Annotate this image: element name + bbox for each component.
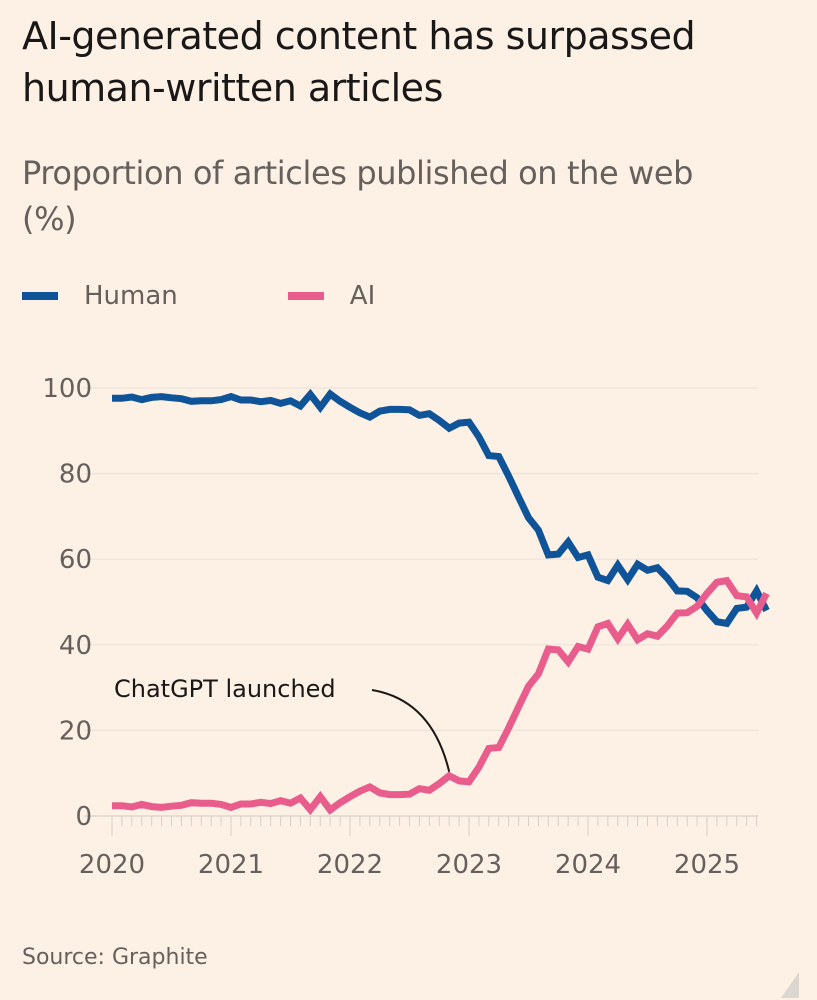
corner-triangle-icon <box>781 972 799 998</box>
source-note: Source: Graphite <box>22 945 208 970</box>
series-line-human <box>112 388 770 628</box>
x-tick-label-2024: 2024 <box>555 850 621 880</box>
x-tick-label-2020: 2020 <box>79 850 145 880</box>
x-tick-label-2025: 2025 <box>674 850 740 880</box>
y-tick-label-40: 40 <box>59 631 92 661</box>
legend-item-human: Human <box>22 281 178 311</box>
chart-title: AI-generated content has surpassed human… <box>22 14 696 110</box>
y-tick-label-60: 60 <box>59 545 92 575</box>
legend-label-ai: AI <box>349 281 376 311</box>
x-tick-label-2023: 2023 <box>436 850 502 880</box>
x-tick-label-2021: 2021 <box>198 850 264 880</box>
y-tick-label-20: 20 <box>59 716 92 746</box>
annotation-chatgpt-launched: ChatGPT launched <box>114 675 336 703</box>
x-tick-label-2022: 2022 <box>317 850 383 880</box>
legend: Human AI <box>22 278 485 314</box>
y-tick-label-100: 100 <box>42 374 92 404</box>
legend-swatch-human <box>22 292 58 300</box>
legend-item-ai: AI <box>287 281 376 311</box>
y-tick-label-80: 80 <box>59 460 92 490</box>
legend-swatch-ai <box>287 292 324 300</box>
annotation-arrow <box>371 689 451 773</box>
series-line-ai <box>112 576 770 816</box>
chart-subtitle: Proportion of articles published on the … <box>22 154 694 238</box>
legend-label-human: Human <box>84 281 178 311</box>
y-tick-label-0: 0 <box>75 802 92 832</box>
